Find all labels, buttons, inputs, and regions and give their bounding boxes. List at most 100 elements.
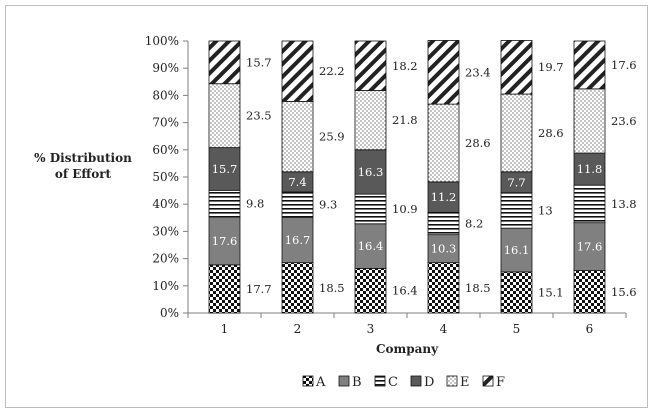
data-label: 15.7 <box>212 162 238 176</box>
data-label: 18.5 <box>319 281 345 295</box>
data-label: 17.6 <box>611 58 637 72</box>
legend-swatch-c <box>374 375 386 387</box>
y-tick-label: 60% <box>152 143 179 157</box>
data-label: 11.8 <box>577 162 603 176</box>
bar-segment-a <box>573 270 606 314</box>
data-label: 7.4 <box>288 175 306 189</box>
x-tick-label: 6 <box>586 322 594 336</box>
y-tick-label: 70% <box>152 116 179 130</box>
legend-label-a: A <box>315 375 326 390</box>
x-tick-label: 2 <box>294 322 302 336</box>
bar-segment-b <box>354 223 387 269</box>
legend-label-c: C <box>388 375 398 390</box>
data-label: 28.6 <box>538 126 564 140</box>
data-label: 16.7 <box>285 233 311 247</box>
data-label: 8.2 <box>465 217 483 231</box>
data-label: 18.2 <box>392 59 418 73</box>
y-tick-label: 80% <box>152 88 179 102</box>
data-label: 18.5 <box>465 281 491 295</box>
bar-segment-f <box>500 40 533 95</box>
data-label: 17.6 <box>577 240 603 254</box>
data-label: 25.9 <box>319 130 345 144</box>
data-label: 16.3 <box>358 165 384 179</box>
bar-segment-a <box>427 262 460 314</box>
legend-swatch-d <box>410 375 422 387</box>
bar-segment-e <box>573 88 606 154</box>
legend-label-e: E <box>460 375 470 390</box>
bar-segment-f <box>427 40 460 105</box>
y-tick-label: 50% <box>152 170 179 184</box>
legend-swatch-f <box>482 375 494 387</box>
x-axis-title: Company <box>376 342 439 356</box>
data-label: 23.6 <box>611 114 637 128</box>
bar-segment-b <box>281 216 314 264</box>
legend-label-d: D <box>424 375 434 390</box>
y-axis-title-line: of Effort <box>55 167 112 181</box>
y-tick-label: 20% <box>152 252 179 266</box>
bar-segment-e <box>281 100 314 173</box>
bar-segment-f <box>281 40 314 102</box>
data-label: 11.2 <box>431 190 457 204</box>
y-tick-label: 10% <box>152 279 179 293</box>
data-label: 23.4 <box>465 65 491 79</box>
bar-segment-b <box>208 216 241 266</box>
bar-segment-e <box>427 103 460 183</box>
legend-swatch-e <box>446 375 458 387</box>
bar-segment-c <box>354 193 387 225</box>
bar-segment-c <box>281 191 314 218</box>
legend-swatch-a <box>302 375 314 387</box>
data-label: 15.6 <box>611 285 637 299</box>
x-tick-label: 1 <box>221 322 229 336</box>
y-tick-label: 30% <box>152 224 179 238</box>
bar-segment-f <box>573 40 606 90</box>
data-label: 23.5 <box>246 109 272 123</box>
y-tick-label: 0% <box>160 306 179 320</box>
data-label: 9.8 <box>246 197 264 211</box>
data-label: 22.2 <box>319 64 345 78</box>
data-label: 13 <box>538 203 553 217</box>
bar-segment-c <box>500 192 533 229</box>
bar-segment-e <box>500 93 533 173</box>
x-tick-label: 3 <box>367 322 375 336</box>
y-tick-label: 90% <box>152 61 179 75</box>
data-label: 17.6 <box>212 234 238 248</box>
legend-label-f: F <box>496 375 505 390</box>
bar-segment-a <box>281 262 314 314</box>
x-tick-label: 4 <box>440 322 448 336</box>
bar-segment-b <box>500 227 533 273</box>
data-label: 13.8 <box>611 197 637 211</box>
bar-segment-d <box>354 149 387 195</box>
data-label: 16.4 <box>392 284 418 298</box>
bar-segment-f <box>208 40 241 85</box>
data-label: 16.4 <box>358 239 384 253</box>
bar-segment-e <box>354 90 387 151</box>
data-label: 21.8 <box>392 113 418 127</box>
data-label: 7.7 <box>507 175 525 189</box>
chart-frame <box>5 5 648 408</box>
data-label: 15.1 <box>538 285 564 299</box>
bar-segment-b <box>427 234 460 264</box>
data-label: 10.3 <box>431 242 457 256</box>
data-label: 10.9 <box>392 202 418 216</box>
bar-segment-e <box>208 83 241 149</box>
bar-segment-d <box>427 181 460 213</box>
y-tick-label: 100% <box>145 34 179 48</box>
data-label: 17.7 <box>246 282 272 296</box>
y-axis-title-line: % Distribution <box>34 151 132 165</box>
data-label: 28.6 <box>465 136 491 150</box>
bar-segment-a <box>354 267 387 314</box>
bar-segment-b <box>573 222 606 271</box>
legend-label-b: B <box>352 375 362 390</box>
bar-segment-c <box>208 189 241 218</box>
bar-segment-d <box>208 147 241 191</box>
y-tick-label: 40% <box>152 197 179 211</box>
data-label: 19.7 <box>538 60 564 74</box>
bar-segment-f <box>354 40 387 91</box>
bar-segment-c <box>573 184 606 224</box>
bar-segment-d <box>573 152 606 186</box>
x-tick-label: 5 <box>513 322 521 336</box>
bar-segment-a <box>208 264 241 314</box>
data-label: 9.3 <box>319 198 337 212</box>
y-axis-title: % Distribution of Effort <box>34 151 132 181</box>
